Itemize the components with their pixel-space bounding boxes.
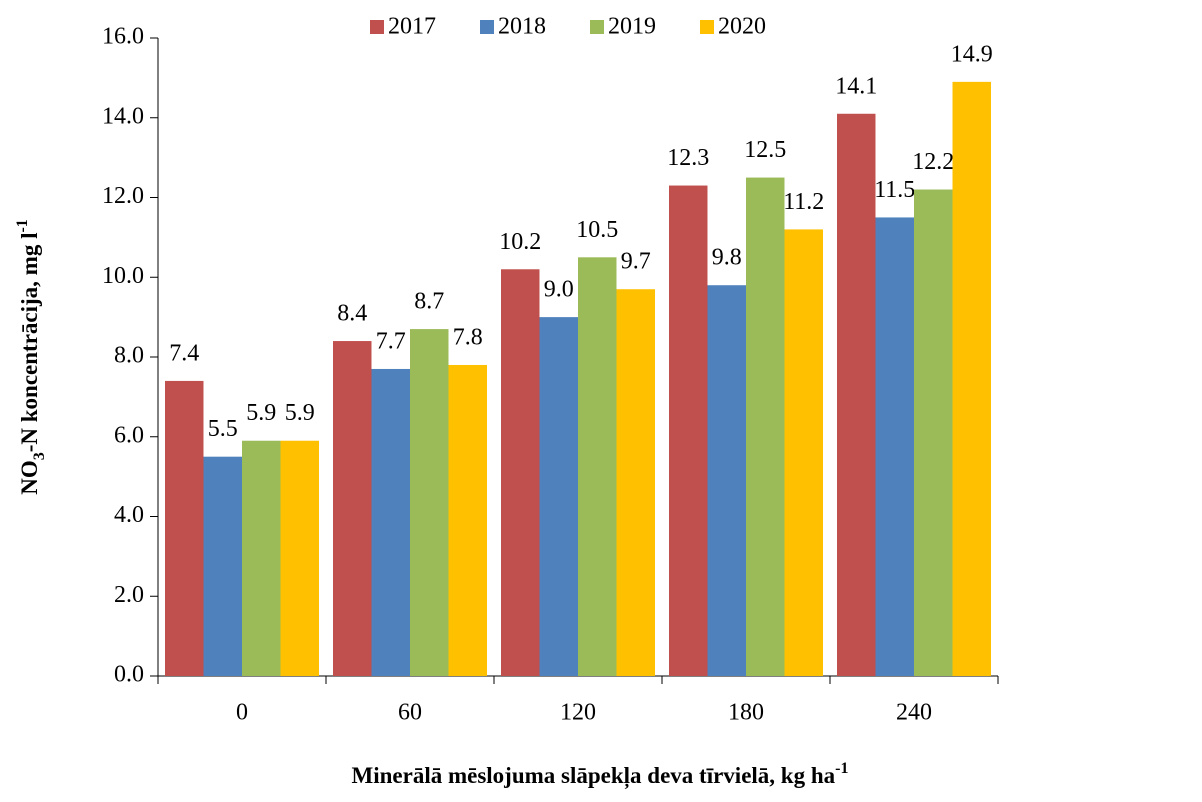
bar bbox=[875, 217, 914, 676]
y-tick-label: 14.0 bbox=[102, 103, 144, 129]
bar bbox=[952, 81, 991, 677]
bar bbox=[746, 177, 785, 676]
bar bbox=[242, 440, 281, 676]
legend-label: 2017 bbox=[388, 14, 436, 40]
x-tick-label: 240 bbox=[896, 700, 932, 726]
value-label: 14.9 bbox=[951, 41, 993, 67]
bar bbox=[448, 364, 487, 676]
y-tick-label: 6.0 bbox=[114, 422, 144, 448]
x-tick-label: 180 bbox=[728, 700, 764, 726]
y-label-part: NO bbox=[17, 460, 42, 495]
y-label-sub: 3 bbox=[31, 452, 48, 460]
bar bbox=[707, 285, 746, 676]
legend-swatch bbox=[590, 20, 604, 34]
value-label: 12.3 bbox=[667, 145, 709, 171]
y-tick-label: 8.0 bbox=[114, 343, 144, 369]
y-tick-label: 10.0 bbox=[102, 263, 144, 289]
y-label-part: -N koncentrācija, mg l bbox=[17, 233, 42, 453]
value-label: 11.2 bbox=[783, 189, 824, 215]
y-tick-label: 12.0 bbox=[102, 183, 144, 209]
bar bbox=[371, 368, 410, 676]
value-label: 11.5 bbox=[874, 177, 915, 203]
value-label: 12.5 bbox=[744, 137, 786, 163]
bar bbox=[914, 189, 953, 676]
bar bbox=[784, 229, 823, 676]
y-tick-label: 16.0 bbox=[102, 24, 144, 50]
bar bbox=[837, 113, 876, 676]
value-label: 12.2 bbox=[912, 149, 954, 175]
value-label: 7.8 bbox=[453, 324, 483, 350]
value-label: 9.8 bbox=[712, 245, 742, 271]
x-tick-label: 120 bbox=[560, 700, 596, 726]
x-label-sup: -1 bbox=[835, 760, 848, 777]
value-label: 5.5 bbox=[208, 416, 238, 442]
legend-label: 2018 bbox=[498, 14, 546, 40]
bar bbox=[203, 456, 242, 676]
legend-label: 2019 bbox=[608, 14, 656, 40]
value-label: 7.4 bbox=[169, 340, 199, 366]
x-tick-label: 60 bbox=[398, 700, 422, 726]
bar bbox=[616, 289, 655, 676]
legend-swatch bbox=[370, 20, 384, 34]
value-label: 7.7 bbox=[376, 328, 406, 354]
value-label: 8.7 bbox=[414, 289, 444, 315]
value-label: 8.4 bbox=[337, 301, 367, 327]
value-label: 10.2 bbox=[499, 229, 541, 255]
bar bbox=[333, 341, 372, 676]
y-tick-label: 2.0 bbox=[114, 582, 144, 608]
bar bbox=[501, 269, 540, 676]
legend-swatch bbox=[700, 20, 714, 34]
bar bbox=[280, 440, 319, 676]
value-label: 10.5 bbox=[576, 217, 618, 243]
x-label-part: Minerālā mēslojuma slāpekļa deva tīrviel… bbox=[352, 763, 836, 790]
bar bbox=[165, 380, 204, 676]
y-tick-label: 0.0 bbox=[114, 662, 144, 688]
bar bbox=[669, 185, 708, 676]
x-axis-label: Minerālā mēslojuma slāpekļa deva tīrviel… bbox=[352, 760, 849, 791]
value-label: 5.9 bbox=[285, 400, 315, 426]
bar bbox=[539, 317, 578, 676]
bar bbox=[410, 329, 449, 676]
value-label: 5.9 bbox=[246, 400, 276, 426]
value-label: 9.0 bbox=[544, 277, 574, 303]
x-tick-label: 0 bbox=[236, 700, 248, 726]
value-label: 9.7 bbox=[621, 249, 651, 275]
y-tick-label: 4.0 bbox=[114, 502, 144, 528]
value-label: 14.1 bbox=[835, 73, 877, 99]
legend-label: 2020 bbox=[718, 14, 766, 40]
y-label-sup: -1 bbox=[14, 219, 31, 232]
y-axis-label: NO3-N koncentrācija, mg l-1 bbox=[14, 219, 48, 495]
legend-swatch bbox=[480, 20, 494, 34]
bar bbox=[578, 257, 617, 676]
